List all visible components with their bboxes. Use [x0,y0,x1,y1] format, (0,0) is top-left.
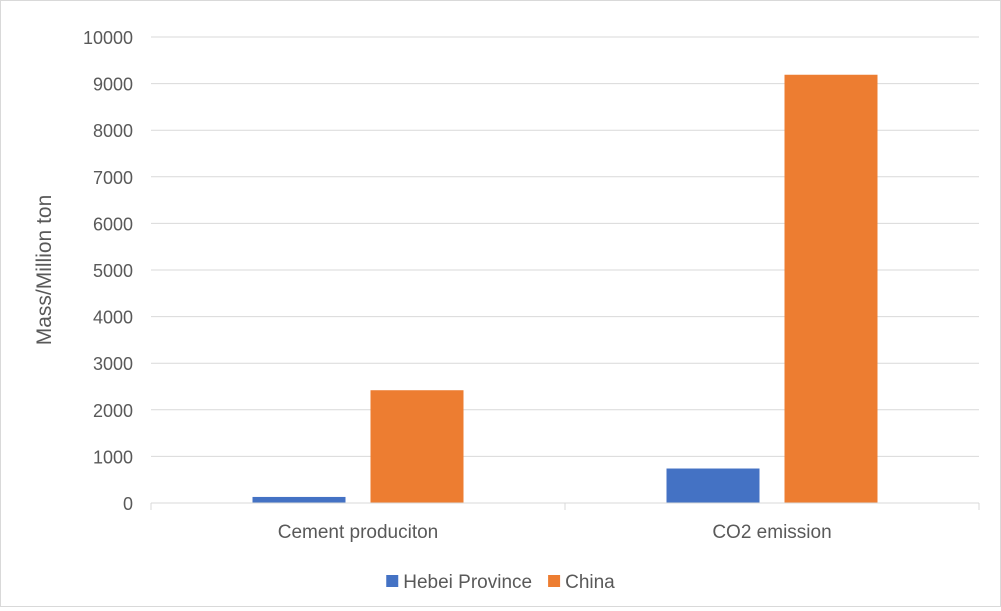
y-axis-tick-labels: 0 1000 2000 3000 4000 5000 6000 7000 8000 9000 100… [83,28,133,514]
bar-china-2 [784,74,878,503]
y-tick-label: 0 [123,494,133,514]
legend-swatch [386,575,399,587]
y-tick-label: 5000 [93,261,133,281]
x-axis-category-labels: Cement produciton CO2 emission [278,522,832,543]
x-category-label: CO2 emission [712,522,831,543]
x-category-label: Cement produciton [278,522,439,543]
y-tick-label: 7000 [93,168,133,188]
legend-label: Hebei Province [403,572,532,593]
gridlines [150,36,980,510]
bar-china-1 [370,390,464,503]
bars [252,74,878,503]
y-tick-label: 3000 [93,354,133,374]
y-tick-label: 1000 [93,447,133,467]
legend-label: China [565,572,615,593]
y-tick-label: 4000 [93,308,133,328]
y-tick-label: 9000 [93,75,133,95]
bar-hebei-province-1 [252,496,346,503]
y-tick-label: 10000 [83,28,133,48]
bar-hebei-province-2 [666,468,760,503]
y-tick-label: 2000 [93,401,133,421]
y-tick-label: 8000 [93,121,133,141]
legend-swatch [548,575,561,587]
legend: Hebei Province China [386,572,615,593]
y-axis-title: Mass/Million ton [33,195,56,346]
y-tick-label: 6000 [93,214,133,234]
